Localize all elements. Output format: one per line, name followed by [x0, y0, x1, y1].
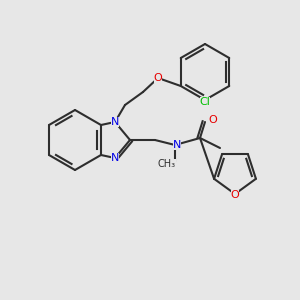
Text: O: O — [154, 73, 162, 83]
Text: N: N — [111, 153, 119, 163]
Text: N: N — [173, 140, 181, 150]
Text: Cl: Cl — [200, 97, 210, 107]
Text: O: O — [231, 190, 239, 200]
Text: O: O — [208, 115, 217, 125]
Text: N: N — [111, 117, 119, 127]
Text: CH₃: CH₃ — [158, 159, 176, 169]
